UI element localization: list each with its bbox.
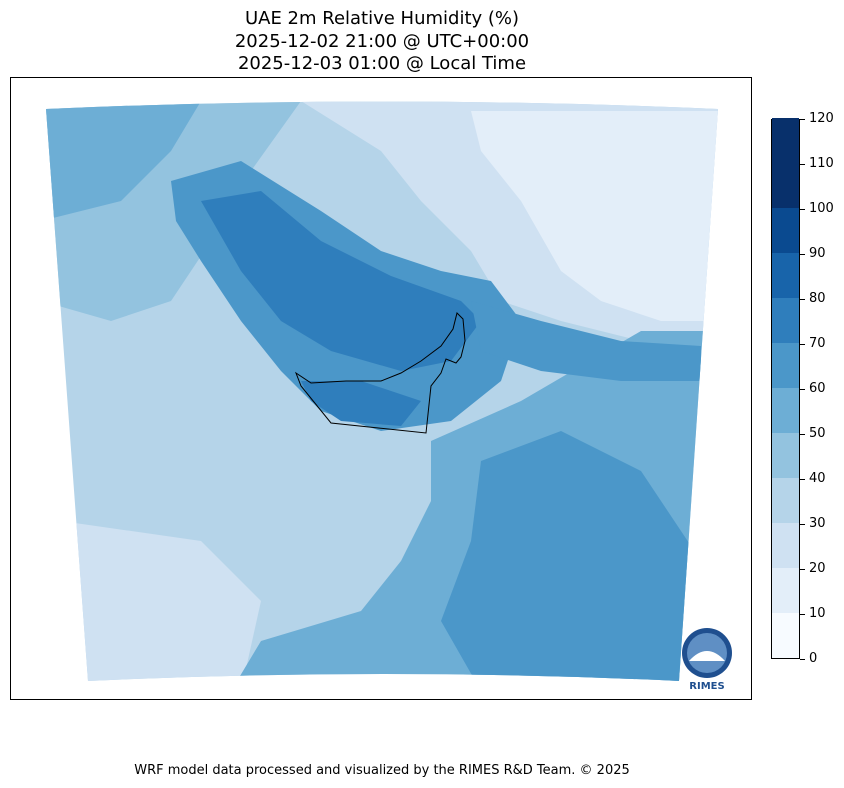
- rimes-logo-text: RIMES: [689, 681, 724, 692]
- colorbar-segment: [772, 478, 799, 523]
- colorbar-tick-label: 90: [809, 246, 826, 261]
- colorbar-tick: [800, 118, 805, 120]
- colorbar-tick: [800, 298, 805, 300]
- humidity-band-60-70-southeast: [441, 431, 701, 681]
- colorbar: [771, 118, 800, 659]
- colorbar-tick-label: 110: [809, 156, 834, 171]
- colorbar-segment: [772, 568, 799, 613]
- colorbar-tick-label: 80: [809, 291, 826, 306]
- colorbar-tick-label: 30: [809, 516, 826, 531]
- colorbar-tick: [800, 658, 805, 660]
- colorbar-segment: [772, 208, 799, 253]
- colorbar-tick: [800, 433, 805, 435]
- colorbar-tick-label: 120: [809, 111, 834, 126]
- rimes-logo: RIMES: [682, 628, 732, 692]
- humidity-band-20-30-southwest: [61, 521, 261, 681]
- colorbar-tick: [800, 253, 805, 255]
- colorbar-tick-label: 10: [809, 606, 826, 621]
- colorbar-segment: [772, 523, 799, 568]
- colorbar-tick-label: 0: [809, 651, 818, 666]
- colorbar-tick-label: 70: [809, 336, 826, 351]
- colorbar-segment: [772, 388, 799, 433]
- colorbar-tick: [800, 208, 805, 210]
- colorbar-tick: [800, 343, 805, 345]
- humidity-band-60-70-gulf-of-oman: [471, 301, 701, 381]
- colorbar-tick: [800, 523, 805, 525]
- map-panel: RIMES: [10, 77, 752, 700]
- colorbar-tick-label: 50: [809, 426, 826, 441]
- colorbar-segment: [772, 343, 799, 388]
- humidity-band-70-80-uae-west: [301, 381, 421, 426]
- map-title-line-1: UAE 2m Relative Humidity (%): [244, 8, 520, 29]
- colorbar-tick-label: 20: [809, 561, 826, 576]
- colorbar-segment: [772, 433, 799, 478]
- colorbar-segment: [772, 163, 799, 208]
- colorbar-tick-label: 60: [809, 381, 826, 396]
- colorbar-tick: [800, 163, 805, 165]
- humidity-band-50-60-west: [46, 101, 201, 221]
- humidity-band-10-20: [471, 111, 718, 321]
- map-title-local-time: 2025-12-03 01:00 @ Local Time: [237, 53, 527, 74]
- map-title-utc-time: 2025-12-02 21:00 @ UTC+00:00: [234, 31, 530, 52]
- footer-credit: WRF model data processed and visualized …: [134, 763, 630, 778]
- colorbar-segment: [772, 253, 799, 298]
- uae-border: [294, 312, 466, 434]
- humidity-band-70-80-gulf: [201, 191, 481, 371]
- colorbar-tick: [800, 613, 805, 615]
- colorbar-tick-label: 100: [809, 201, 834, 216]
- colorbar-tick: [800, 388, 805, 390]
- colorbar-segment: [772, 298, 799, 343]
- colorbar-tick: [800, 568, 805, 570]
- colorbar-segment: [772, 118, 799, 163]
- colorbar-segment: [772, 613, 799, 658]
- humidity-map: RIMES: [46, 101, 732, 692]
- colorbar-tick-label: 40: [809, 471, 826, 486]
- colorbar-tick: [800, 478, 805, 480]
